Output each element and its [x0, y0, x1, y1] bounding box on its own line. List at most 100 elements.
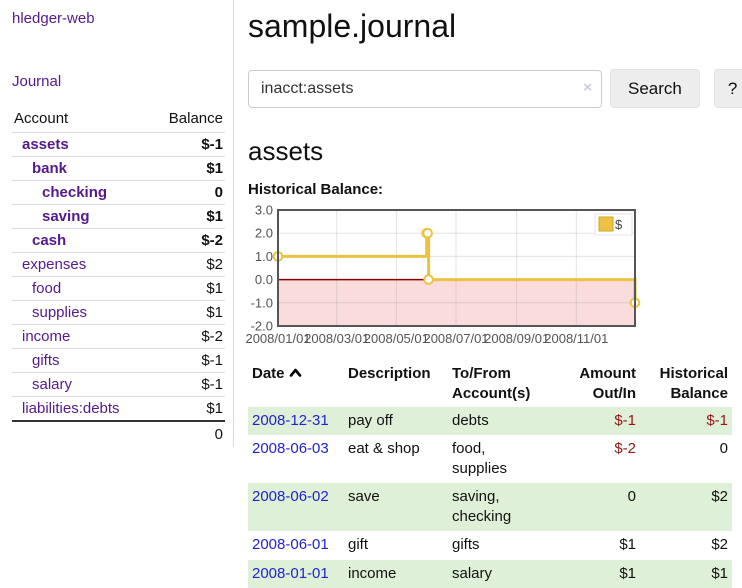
account-balance: $1 [151, 277, 225, 301]
transaction-description: eat & shop [344, 435, 448, 483]
account-balance: $2 [151, 253, 225, 277]
account-balance: $-2 [151, 325, 225, 349]
account-link[interactable]: cash [12, 229, 151, 253]
accounts-total: 0 [12, 421, 225, 447]
register-col-description: Description [344, 362, 448, 407]
account-link[interactable]: checking [12, 181, 151, 205]
transaction-accounts: salary [448, 560, 548, 588]
accounts-total-row: 0 [12, 421, 225, 447]
account-balance: $1 [151, 157, 225, 181]
svg-text:2.0: 2.0 [255, 226, 273, 241]
transaction-balance: $-1 [640, 407, 732, 436]
svg-text:2008/09/01: 2008/09/01 [484, 331, 549, 346]
search-input[interactable] [248, 70, 602, 108]
svg-text:-1.0: -1.0 [251, 295, 273, 310]
register-col-balance: Historical Balance [640, 362, 732, 407]
account-balance: $1 [151, 397, 225, 422]
accounts-col-account: Account [12, 106, 151, 133]
account-row: liabilities:debts$1 [12, 397, 225, 422]
sidebar-item-journal[interactable]: Journal [12, 73, 61, 90]
account-balance: $1 [151, 301, 225, 325]
transaction-accounts: saving, checking [448, 483, 548, 531]
transaction-amount: $1 [548, 531, 640, 560]
brand-link[interactable]: hledger-web [12, 10, 95, 27]
sort-ascending-icon [289, 364, 302, 384]
transaction-description: pay off [344, 407, 448, 436]
register-col-amount: Amount Out/In [548, 362, 640, 407]
account-row: assets$-1 [12, 133, 225, 157]
account-link[interactable]: assets [12, 133, 151, 157]
svg-text:0.0: 0.0 [255, 272, 273, 287]
account-link[interactable]: salary [12, 373, 151, 397]
sidebar: hledger-web Journal Account Balance asse… [0, 0, 234, 447]
svg-text:2008/03/01: 2008/03/01 [304, 331, 369, 346]
account-row: expenses$2 [12, 253, 225, 277]
svg-text:1.0: 1.0 [255, 249, 273, 264]
transaction-description: income [344, 560, 448, 588]
account-row: saving$1 [12, 205, 225, 229]
transaction-balance: $2 [640, 483, 732, 531]
transaction-amount: $-2 [548, 435, 640, 483]
account-heading: assets [248, 136, 742, 167]
transaction-description: gift [344, 531, 448, 560]
transaction-balance: $2 [640, 531, 732, 560]
account-row: gifts$-1 [12, 349, 225, 373]
main-content: sample.journal × Search ? assets Histori… [234, 0, 742, 588]
transaction-date-link[interactable]: 2008-06-03 [248, 435, 344, 483]
account-balance: $1 [151, 205, 225, 229]
account-row: supplies$1 [12, 301, 225, 325]
account-row: food$1 [12, 277, 225, 301]
account-row: bank$1 [12, 157, 225, 181]
search-button[interactable]: Search [610, 69, 700, 108]
clear-search-icon[interactable]: × [583, 79, 592, 96]
account-balance: $-1 [151, 133, 225, 157]
account-link[interactable]: income [12, 325, 151, 349]
accounts-col-balance: Balance [151, 106, 225, 133]
account-link[interactable]: supplies [12, 301, 151, 325]
svg-text:2008/07/01: 2008/07/01 [423, 331, 488, 346]
transaction-description: save [344, 483, 448, 531]
svg-text:2008/05/01: 2008/05/01 [364, 331, 429, 346]
transaction-date-link[interactable]: 2008-01-01 [248, 560, 344, 588]
search-bar: × Search ? [248, 69, 742, 108]
account-balance: 0 [151, 181, 225, 205]
svg-text:$: $ [615, 217, 623, 232]
account-balance: $-2 [151, 229, 225, 253]
account-link[interactable]: liabilities:debts [12, 397, 151, 422]
transaction-amount: $-1 [548, 407, 640, 436]
transaction-accounts: debts [448, 407, 548, 436]
transaction-amount: 0 [548, 483, 640, 531]
account-link[interactable]: expenses [12, 253, 151, 277]
account-balance: $-1 [151, 373, 225, 397]
register-col-accounts: To/From Account(s) [448, 362, 548, 407]
transaction-date-link[interactable]: 2008-12-31 [248, 407, 344, 436]
help-button[interactable]: ? [714, 69, 742, 108]
account-row: income$-2 [12, 325, 225, 349]
transaction-date-link[interactable]: 2008-06-02 [248, 483, 344, 531]
account-link[interactable]: bank [12, 157, 151, 181]
svg-text:2008/01/01: 2008/01/01 [245, 331, 310, 346]
register-col-date[interactable]: Date [248, 362, 344, 407]
transaction-accounts: gifts [448, 531, 548, 560]
account-link[interactable]: food [12, 277, 151, 301]
account-row: cash$-2 [12, 229, 225, 253]
register-table: Date Description To/From Account(s) Amou… [248, 362, 732, 588]
page-title: sample.journal [248, 8, 742, 45]
account-balance: $-1 [151, 349, 225, 373]
transaction-amount: $1 [548, 560, 640, 588]
transaction-date-link[interactable]: 2008-06-01 [248, 531, 344, 560]
chart-title: Historical Balance: [248, 181, 742, 198]
transaction-balance: 0 [640, 435, 732, 483]
account-link[interactable]: saving [12, 205, 151, 229]
svg-text:2008/11/01: 2008/11/01 [544, 331, 608, 346]
account-link[interactable]: gifts [12, 349, 151, 373]
